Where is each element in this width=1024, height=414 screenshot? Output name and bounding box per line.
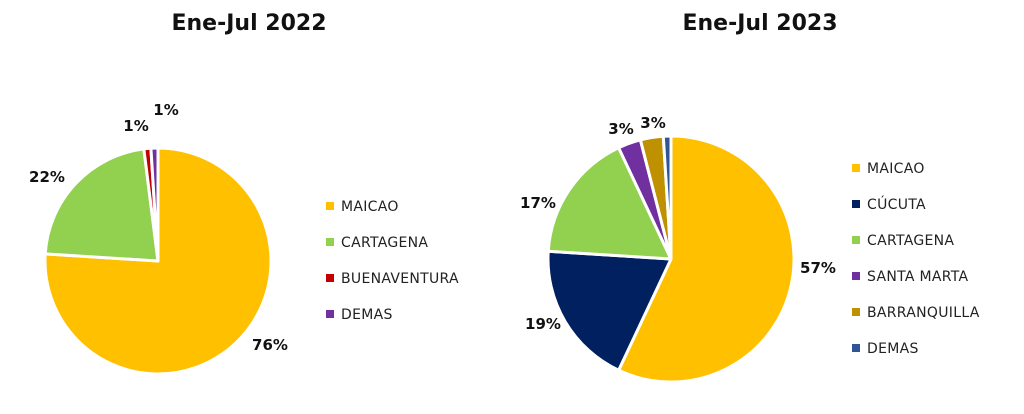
legend-label-cartagena: CARTAGENA — [867, 233, 954, 249]
legend-swatch-cartagena — [852, 236, 860, 244]
pie-chart-2022: 76% 22% 1% 1% — [29, 101, 288, 376]
data-label-santa-marta: 3% — [608, 120, 633, 138]
chart-title-2023: Ene-Jul 2023 — [682, 11, 837, 36]
legend-swatch-cartagena — [326, 238, 334, 246]
pie-slice-cartagena — [43, 147, 160, 263]
pie-slice-cucuta — [546, 249, 673, 372]
data-label-maicao: 57% — [800, 259, 836, 277]
legend-label-cartagena: CARTAGENA — [341, 235, 428, 251]
data-label-maicao: 76% — [252, 336, 288, 354]
legend-2022: MAICAO CARTAGENA BUENAVENTURA DEMAS — [326, 199, 459, 323]
legend-2023: MAICAO CÚCUTA CARTAGENA SANTA MARTA BARRANQU… — [852, 161, 980, 357]
data-label-demas: 1% — [153, 101, 178, 119]
data-label-barranquilla: 3% — [640, 114, 665, 132]
data-label-buenaventura: 1% — [123, 117, 148, 135]
legend-swatch-barranquilla — [852, 308, 860, 316]
legend-swatch-maicao — [852, 164, 860, 172]
data-label-cucuta: 19% — [525, 315, 561, 333]
data-label-cartagena: 22% — [29, 168, 65, 186]
legend-swatch-buenaventura — [326, 274, 334, 282]
legend-label-demas: DEMAS — [341, 307, 393, 323]
legend-label-buenaventura: BUENAVENTURA — [341, 271, 459, 287]
legend-label-maicao: MAICAO — [341, 199, 399, 215]
pie-slice-maicao — [617, 134, 796, 384]
chart-title-2022: Ene-Jul 2022 — [171, 11, 326, 36]
legend-swatch-santa-marta — [852, 272, 860, 280]
data-label-cartagena: 17% — [520, 194, 556, 212]
legend-swatch-maicao — [326, 202, 334, 210]
legend-label-santa-marta: SANTA MARTA — [867, 269, 969, 285]
legend-label-barranquilla: BARRANQUILLA — [867, 305, 980, 321]
pie-chart-2023: 57% 19% 17% 3% 3% — [520, 114, 836, 384]
legend-swatch-cucuta — [852, 200, 860, 208]
legend-label-demas: DEMAS — [867, 341, 919, 357]
legend-label-cucuta: CÚCUTA — [867, 195, 926, 213]
pie-slice-demas — [149, 146, 160, 263]
legend-swatch-demas — [326, 310, 334, 318]
pie-slice-demas — [661, 134, 673, 261]
pie-slice-cartagena — [546, 146, 673, 261]
legend-swatch-demas — [852, 344, 860, 352]
legend-label-maicao: MAICAO — [867, 161, 925, 177]
